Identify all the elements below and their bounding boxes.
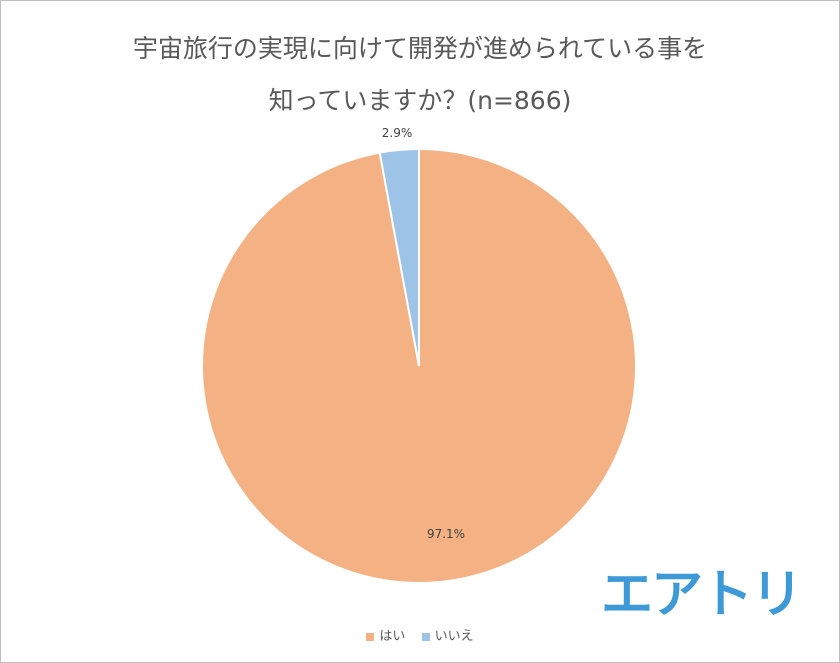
chart-title-line2: 知っていますか？(n=866) xyxy=(268,86,572,115)
legend-item-no: いいえ xyxy=(421,629,474,644)
legend-item-yes: はい xyxy=(366,629,405,644)
chart-title-line1: 宇宙旅行の実現に向けて開発が進められている事を xyxy=(132,34,708,63)
data-label-1: 2.9% xyxy=(382,126,413,140)
legend-swatch xyxy=(421,632,430,641)
airtrip-logo: エアトリ xyxy=(601,565,803,625)
legend-swatch xyxy=(366,632,375,641)
pie-slice-1 xyxy=(378,147,420,367)
data-label-0: 97.1% xyxy=(427,527,465,541)
legend-label: いいえ xyxy=(434,629,474,644)
legend: はい いいえ xyxy=(1,625,839,644)
legend-label: はい xyxy=(379,629,406,644)
